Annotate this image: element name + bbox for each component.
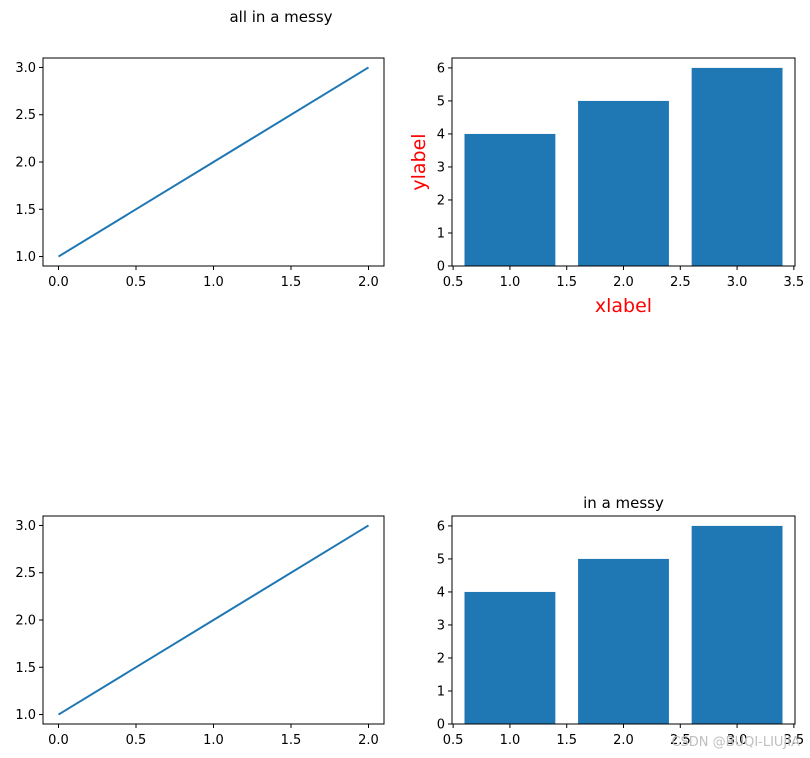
x-tick-label: 0.5 — [443, 733, 464, 748]
x-tick-label: 1.5 — [556, 733, 577, 748]
x-tick-label: 0.0 — [48, 275, 69, 290]
x-tick-label: 2.0 — [613, 733, 634, 748]
bar-1 — [464, 133, 556, 266]
x-tick-label: 1.0 — [500, 275, 521, 290]
y-tick-label: 2 — [437, 193, 445, 208]
y-tick-label: 1.5 — [15, 661, 36, 676]
figure-suptitle: all in a messy — [229, 8, 332, 26]
subplots-container: 0.0 0.5 1.0 1.5 2.0 1.0 1.5 2.0 2.5 3.0 0.5 1.0 1.5 2… — [15, 57, 805, 748]
y-tick-label: 3.0 — [15, 519, 36, 534]
x-tick-label: 0.5 — [126, 733, 147, 748]
x-tick-label: 3.0 — [727, 275, 748, 290]
x-tick-label: 2.0 — [613, 275, 634, 290]
y-tick-label: 1.0 — [15, 250, 36, 265]
y-tick-label: 6 — [437, 519, 445, 534]
y-tick-label: 1.0 — [15, 708, 36, 723]
bar-1 — [464, 591, 556, 724]
y-tick-label: 3 — [437, 618, 445, 633]
y-tick-label: 5 — [437, 552, 445, 567]
y-tick-label: 1.5 — [15, 203, 36, 218]
bar-3 — [691, 67, 783, 267]
x-tick-label: 2.5 — [670, 275, 691, 290]
y-tick-label: 3 — [437, 160, 445, 175]
watermark-text: CSDN @BUQI-LIUJIA — [671, 735, 800, 750]
y-tick-label: 1 — [437, 226, 445, 241]
y-tick-label: 2.5 — [15, 566, 36, 581]
y-tick-label: 5 — [437, 94, 445, 109]
subplot-title: in a messy — [583, 494, 664, 512]
bar-3 — [691, 525, 783, 724]
x-tick-label: 1.5 — [556, 275, 577, 290]
subplot-1: 0.0 0.5 1.0 1.5 2.0 1.0 1.5 2.0 2.5 3.0 — [15, 57, 385, 290]
x-tick-label: 3.0 — [727, 733, 748, 748]
x-tick-label: 0.5 — [126, 275, 147, 290]
bar-2 — [578, 558, 669, 724]
series-line — [57, 524, 370, 716]
y-tick-label: 2 — [437, 651, 445, 666]
x-tick-label: 3.5 — [784, 733, 805, 748]
y-tick-label: 4 — [437, 127, 445, 142]
y-tick-label: 2.0 — [15, 156, 36, 171]
y-tick-label: 0 — [437, 718, 445, 733]
x-tick-label: 1.0 — [500, 733, 521, 748]
y-tick-label: 2.5 — [15, 108, 36, 123]
x-tick-label: 0.5 — [443, 275, 464, 290]
x-axis-label: xlabel — [595, 295, 652, 317]
x-tick-label: 3.5 — [784, 275, 805, 290]
subplot-4: 0.5 1.0 1.5 2.0 2.5 3.0 3.5 0 1 2 3 4 5 6 in a messy — [437, 494, 804, 748]
x-tick-label: 1.5 — [281, 733, 302, 748]
series-line — [57, 66, 370, 258]
x-tick-label: 1.5 — [281, 275, 302, 290]
bar-2 — [578, 100, 669, 267]
x-tick-label: 2.0 — [358, 733, 379, 748]
subplot-3: 0.0 0.5 1.0 1.5 2.0 1.0 1.5 2.0 2.5 3.0 — [15, 515, 385, 748]
y-tick-label: 6 — [437, 61, 445, 76]
y-tick-label: 3.0 — [15, 61, 36, 76]
y-tick-label: 4 — [437, 585, 445, 600]
x-tick-label: 1.0 — [203, 275, 224, 290]
x-tick-label: 0.0 — [48, 733, 69, 748]
y-tick-label: 1 — [437, 684, 445, 699]
x-tick-label: 2.0 — [358, 275, 379, 290]
y-tick-label: 0 — [437, 260, 445, 275]
x-tick-label: 2.5 — [670, 733, 691, 748]
x-tick-label: 1.0 — [203, 733, 224, 748]
subplot-2: 0.5 1.0 1.5 2.0 2.5 3.0 3.5 0 1 2 3 4 5 6 xlabel ylabel — [408, 57, 805, 317]
y-axis-label: ylabel — [408, 133, 430, 190]
y-tick-label: 2.0 — [15, 614, 36, 629]
